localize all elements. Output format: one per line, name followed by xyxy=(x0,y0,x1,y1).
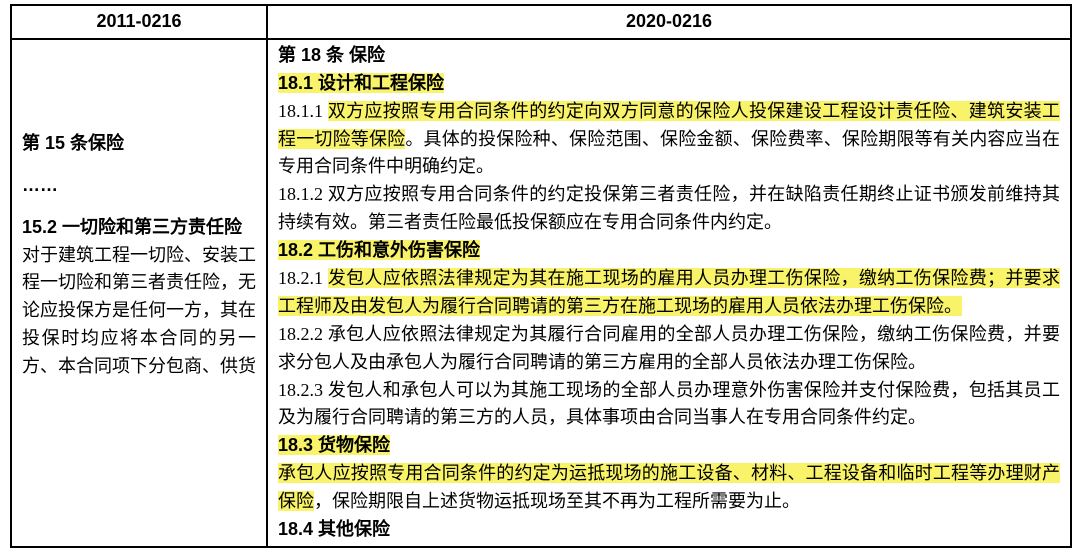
header-right: 2020-0216 xyxy=(267,5,1071,39)
section-15-2-header: 15.2 一切险和第三方责任险 xyxy=(22,214,256,242)
table-header-row: 2011-0216 2020-0216 xyxy=(11,5,1071,39)
rest-18-3: ，保险期限自上述货物运抵现场至其不再为工程所需要为止。 xyxy=(314,491,800,511)
hl-18-2-1: 发包人应依照法律规定为其在施工现场的雇用人员办理工伤保险，缴纳工伤保险费；并要求… xyxy=(278,268,1060,316)
clause-18-2-3: 18.2.3 发包人和承包人可以为其施工现场的全部人员办理意外伤害保险并支付保险… xyxy=(278,377,1060,433)
hl-18-2: 18.2 工伤和意外伤害保险 xyxy=(278,240,480,260)
cell-2011: 第 15 条保险 …… 15.2 一切险和第三方责任险 对于建筑工程一切险、安装… xyxy=(11,39,267,547)
header-left: 2011-0216 xyxy=(11,5,267,39)
clause-18-1-1: 18.1.1 双方应按照专用合同条件的约定向双方同意的保险人投保建设工程设计责任… xyxy=(278,98,1060,182)
table-body-row: 第 15 条保险 …… 15.2 一切险和第三方责任险 对于建筑工程一切险、安装… xyxy=(11,39,1071,547)
clause-18-1-2: 18.1.2 双方应按照专用合同条件的约定投保第三者责任险，并在缺陷责任期终止证… xyxy=(278,181,1060,237)
section-18-4-header: 18.4 其他保险 xyxy=(278,516,1060,544)
clause-18-2-1: 18.2.1 发包人应依照法律规定为其在施工现场的雇用人员办理工伤保险，缴纳工伤… xyxy=(278,265,1060,321)
ellipsis: …… xyxy=(22,172,256,200)
section-15-2-body: 对于建筑工程一切险、安装工程一切险和第三者责任险，无论应投保方是任何一方，其在投… xyxy=(22,242,256,381)
section-18-2-header: 18.2 工伤和意外伤害保险 xyxy=(278,237,1060,265)
section-18-1-header: 18.1 设计和工程保险 xyxy=(278,70,1060,98)
section-18-3-header: 18.3 货物保险 xyxy=(278,432,1060,460)
clause-18-3-body: 承包人应按照专用合同条件的约定为运抵现场的施工设备、材料、工程设备和临时工程等办… xyxy=(278,460,1060,516)
clause-18-2-2: 18.2.2 承包人应依照法律规定为其履行合同雇用的全部人员办理工伤保险，缴纳工… xyxy=(278,321,1060,377)
article-15-title: 第 15 条保险 xyxy=(22,130,256,158)
article-18-title: 第 18 条 保险 xyxy=(278,42,1060,70)
num-18-2-1: 18.2.1 xyxy=(278,268,328,288)
hl-18-3: 18.3 货物保险 xyxy=(278,435,390,455)
cell-2020: 第 18 条 保险 18.1 设计和工程保险 18.1.1 双方应按照专用合同条… xyxy=(267,39,1071,547)
num-18-1-1: 18.1.1 xyxy=(278,101,328,121)
comparison-table: 2011-0216 2020-0216 第 15 条保险 …… 15.2 一切险… xyxy=(10,4,1072,548)
hl-18-1: 18.1 设计和工程保险 xyxy=(278,73,444,93)
